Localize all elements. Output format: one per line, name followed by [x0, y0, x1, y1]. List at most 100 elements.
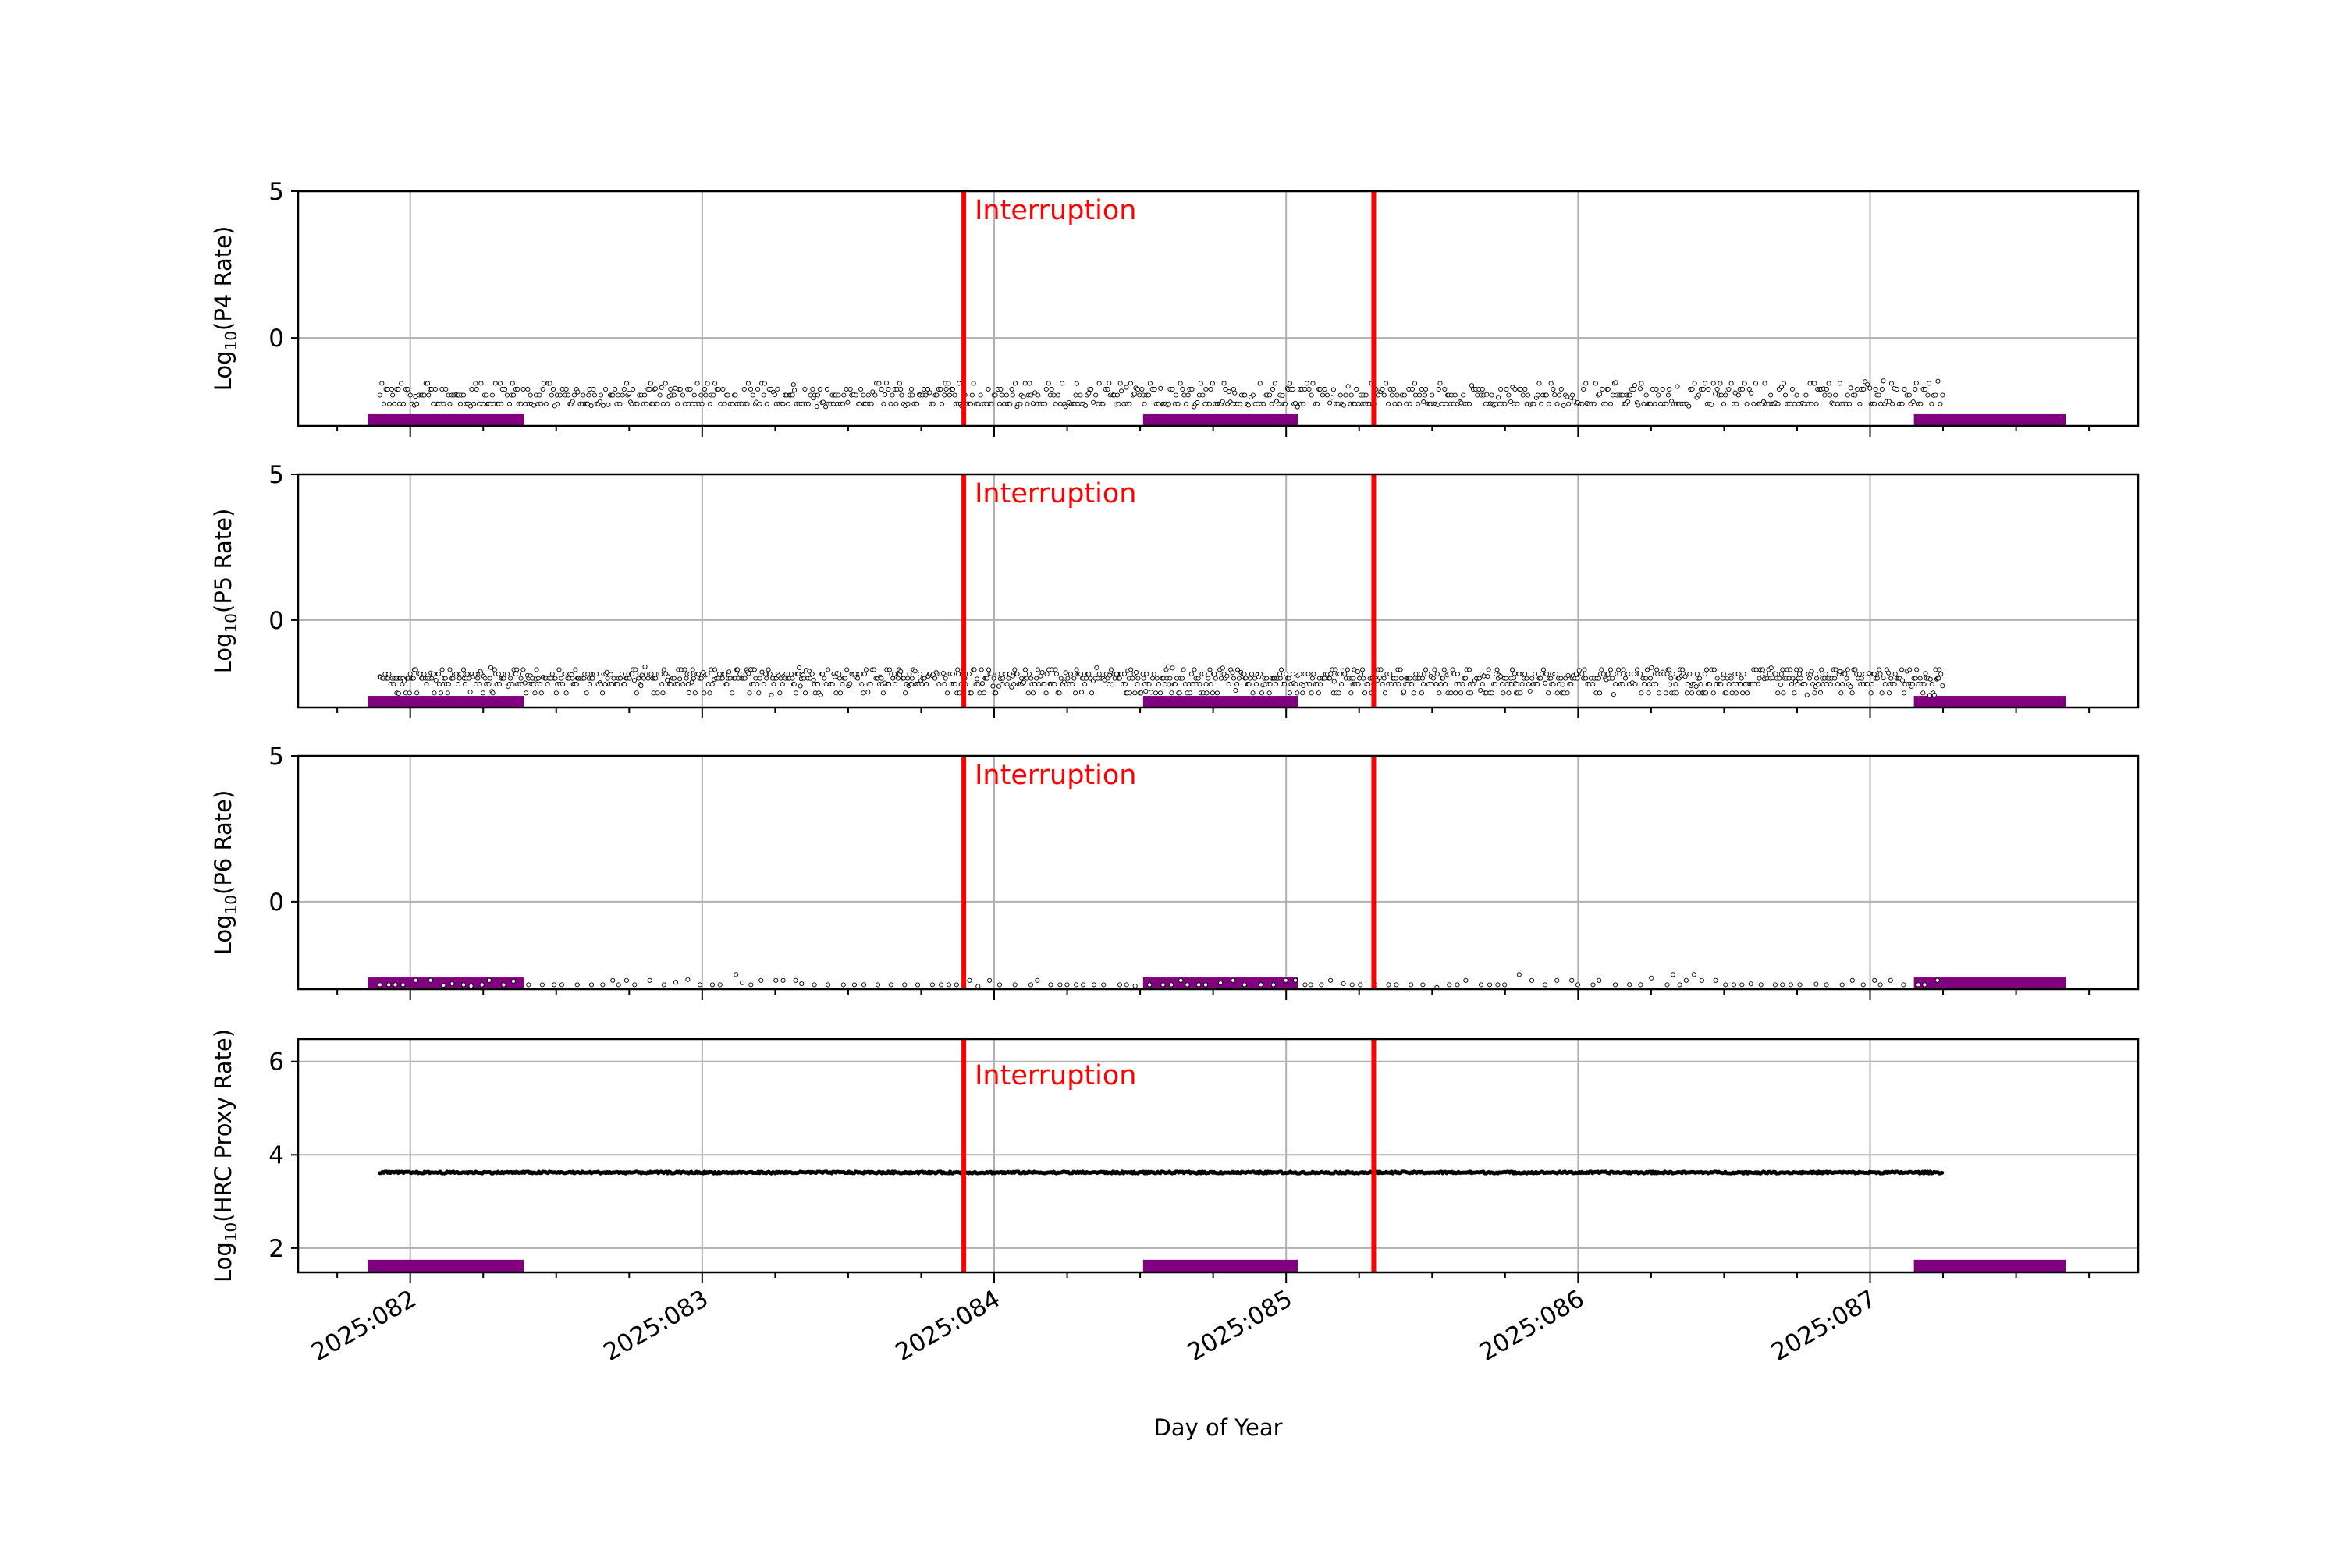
data-point — [1121, 671, 1128, 677]
data-point — [622, 682, 627, 687]
data-point — [1343, 392, 1348, 398]
data-point — [1455, 671, 1460, 677]
data-point — [901, 676, 906, 681]
data-point — [655, 401, 660, 406]
data-point — [680, 392, 686, 398]
data-point — [1388, 682, 1394, 687]
data-point — [1605, 386, 1611, 392]
data-point — [734, 972, 739, 977]
data-point — [1169, 982, 1174, 988]
data-point — [460, 667, 466, 672]
data-point — [755, 386, 761, 392]
data-point — [426, 392, 432, 398]
data-point — [1613, 682, 1618, 687]
data-point — [847, 681, 853, 686]
axes-frame — [297, 473, 2140, 709]
data-point — [1647, 676, 1654, 681]
data-point — [1021, 394, 1026, 399]
data-point — [1450, 667, 1455, 672]
data-point — [1508, 399, 1514, 405]
data-point — [912, 669, 918, 674]
data-point — [969, 392, 975, 398]
data-point — [1124, 982, 1129, 988]
data-point — [956, 671, 961, 677]
data-point — [457, 401, 464, 406]
data-point — [1485, 674, 1490, 679]
data-point — [1025, 676, 1030, 681]
data-point — [717, 982, 723, 988]
data-point — [597, 399, 602, 404]
data-point — [1430, 392, 1435, 398]
data-point — [677, 676, 683, 682]
data-point — [1519, 682, 1525, 687]
data-point — [1349, 982, 1355, 988]
data-point — [1226, 682, 1231, 687]
data-point — [1212, 671, 1217, 677]
data-point — [1625, 399, 1631, 404]
data-point — [570, 399, 575, 404]
data-point — [1328, 977, 1334, 983]
data-point — [1480, 386, 1485, 392]
data-point — [790, 392, 795, 398]
data-point — [1420, 676, 1426, 681]
data-point — [910, 392, 915, 398]
data-point — [707, 401, 712, 406]
data-point — [400, 401, 407, 406]
data-point — [417, 671, 423, 677]
data-point — [599, 682, 604, 687]
data-point — [1877, 671, 1883, 677]
data-point — [1128, 381, 1134, 386]
data-point — [1723, 982, 1728, 988]
data-point — [1798, 676, 1803, 681]
data-point — [1301, 401, 1306, 406]
data-point — [724, 682, 730, 687]
data-point — [1302, 982, 1308, 988]
data-point — [1330, 395, 1335, 400]
data-point — [1934, 977, 1940, 983]
data-point — [1257, 671, 1263, 677]
data-point — [1135, 676, 1141, 681]
data-point — [396, 386, 401, 392]
data-point — [1137, 392, 1142, 398]
data-point — [535, 676, 541, 681]
data-point — [1096, 671, 1102, 677]
data-point — [1169, 690, 1174, 696]
data-point — [1423, 667, 1429, 672]
data-point — [999, 392, 1004, 398]
data-point — [1357, 676, 1362, 681]
data-point — [1351, 676, 1356, 681]
data-point — [1361, 676, 1366, 681]
data-point — [1922, 982, 1927, 988]
data-point — [1794, 392, 1799, 398]
data-point — [611, 676, 616, 681]
data-point — [1812, 690, 1817, 696]
data-point — [1518, 386, 1523, 392]
data-point — [425, 381, 431, 386]
data-point — [1035, 977, 1040, 983]
data-point — [1444, 401, 1449, 406]
data-point — [823, 404, 829, 410]
data-point — [975, 401, 981, 406]
data-point — [702, 386, 707, 392]
data-point — [1012, 667, 1018, 672]
data-point — [1407, 676, 1413, 681]
data-point — [1210, 690, 1216, 696]
data-point — [1158, 385, 1163, 391]
data-point — [1067, 671, 1073, 677]
data-point — [1297, 671, 1302, 677]
data-point — [1707, 682, 1712, 687]
data-point — [1894, 386, 1899, 392]
data-point — [790, 676, 795, 681]
data-point — [1881, 378, 1886, 384]
data-point — [1686, 403, 1692, 409]
data-point — [1913, 386, 1918, 392]
data-point — [975, 676, 980, 682]
data-point — [1783, 392, 1789, 398]
data-point — [952, 682, 957, 687]
data-point — [1280, 392, 1285, 398]
data-point — [1720, 676, 1725, 681]
data-point — [1000, 682, 1005, 687]
data-point — [1703, 690, 1709, 696]
data-point — [758, 977, 764, 983]
data-point — [1178, 977, 1184, 983]
